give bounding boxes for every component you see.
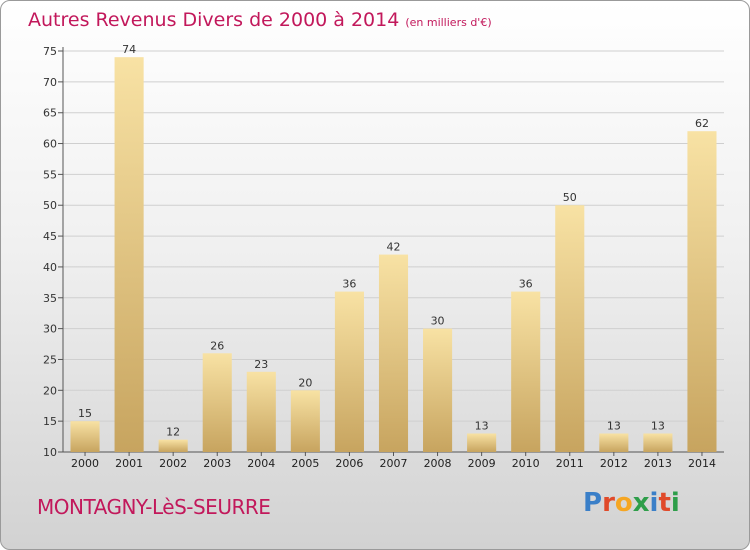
chart-unit: (en milliers d'€) — [405, 16, 492, 29]
y-tick-label: 30 — [43, 323, 57, 336]
y-tick-label: 55 — [43, 168, 57, 181]
x-tick-label: 2008 — [424, 457, 452, 470]
data-label: 20 — [298, 376, 312, 389]
x-tick-label: 2010 — [512, 457, 540, 470]
data-label: 15 — [78, 407, 92, 420]
x-tick-label: 2002 — [159, 457, 187, 470]
x-tick-label: 2014 — [688, 457, 716, 470]
x-tick-label: 2003 — [203, 457, 231, 470]
data-label: 26 — [210, 339, 224, 352]
logo-letter: x — [632, 488, 650, 518]
y-tick-label: 45 — [43, 230, 57, 243]
logo-letter: i — [649, 488, 659, 518]
bar-2013 — [643, 433, 673, 452]
x-tick-label: 2006 — [335, 457, 363, 470]
data-label: 23 — [254, 358, 268, 371]
data-label: 13 — [607, 419, 621, 432]
x-tick-labels: 2000 2001 2002 2003 2004 2005 2006 2007 2008 2009… — [71, 452, 716, 470]
x-tick-label: 2011 — [556, 457, 584, 470]
data-label: 50 — [563, 191, 577, 204]
bar-2012 — [599, 433, 629, 452]
logo-letter: t — [658, 488, 671, 518]
y-tick-label: 60 — [43, 138, 57, 151]
logo-letter: r — [602, 488, 615, 518]
data-label: 13 — [651, 419, 665, 432]
bar-2008 — [423, 328, 453, 452]
bar-2010 — [511, 291, 541, 452]
data-labels: 15 74 12 26 23 20 36 42 30 13 36 50 13 13 62 — [78, 43, 709, 438]
bar-2009 — [467, 433, 497, 452]
bars — [70, 57, 717, 453]
y-tick-label: 50 — [43, 199, 57, 212]
x-tick-label: 2000 — [71, 457, 99, 470]
y-tick-label: 35 — [43, 292, 57, 305]
bar-2002 — [158, 439, 188, 452]
data-label: 13 — [475, 419, 489, 432]
x-tick-label: 2013 — [644, 457, 672, 470]
x-tick-label: 2007 — [380, 457, 408, 470]
y-tick-label: 25 — [43, 353, 57, 366]
logo-letter: o — [614, 488, 633, 518]
data-label: 62 — [695, 117, 709, 130]
chart-title: Autres Revenus Divers de 2000 à 2014 (en … — [28, 9, 492, 31]
proxiti-logo: Proxiti — [583, 488, 680, 518]
bar-2007 — [378, 254, 409, 452]
y-tick-label: 70 — [43, 76, 57, 89]
bar-2003 — [202, 353, 232, 452]
x-tick-label: 2001 — [115, 457, 143, 470]
x-tick-label: 2009 — [468, 457, 496, 470]
y-tick-label: 75 — [43, 45, 57, 58]
bar-2006 — [334, 291, 364, 452]
y-tick-label: 40 — [43, 261, 57, 274]
data-label: 42 — [387, 241, 401, 254]
y-tick-label: 15 — [43, 415, 57, 428]
x-tick-label: 2012 — [600, 457, 628, 470]
data-label: 30 — [431, 315, 445, 328]
data-label: 12 — [166, 426, 180, 439]
bar-2004 — [246, 371, 276, 452]
chart-title-text: Autres Revenus Divers de 2000 à 2014 — [28, 9, 400, 31]
logo-letter: i — [670, 488, 680, 518]
bar-2001 — [114, 57, 144, 453]
data-label: 36 — [342, 278, 356, 291]
y-tick-label: 10 — [43, 446, 57, 459]
logo-letter: P — [583, 488, 603, 518]
y-tick-labels: 10 15 20 25 30 35 40 45 50 55 60 65 70 75 — [43, 45, 57, 459]
x-tick-label: 2005 — [291, 457, 319, 470]
data-label: 36 — [519, 278, 533, 291]
y-tick-label: 65 — [43, 107, 57, 120]
bar-2000 — [70, 421, 100, 452]
y-tick-label: 20 — [43, 384, 57, 397]
data-label: 74 — [122, 43, 136, 56]
commune-name: MONTAGNY-LèS-SEURRE — [37, 495, 271, 519]
bar-2005 — [290, 390, 320, 452]
x-tick-label: 2004 — [247, 457, 275, 470]
bar-2014 — [687, 131, 717, 452]
bar-2011 — [555, 205, 585, 452]
